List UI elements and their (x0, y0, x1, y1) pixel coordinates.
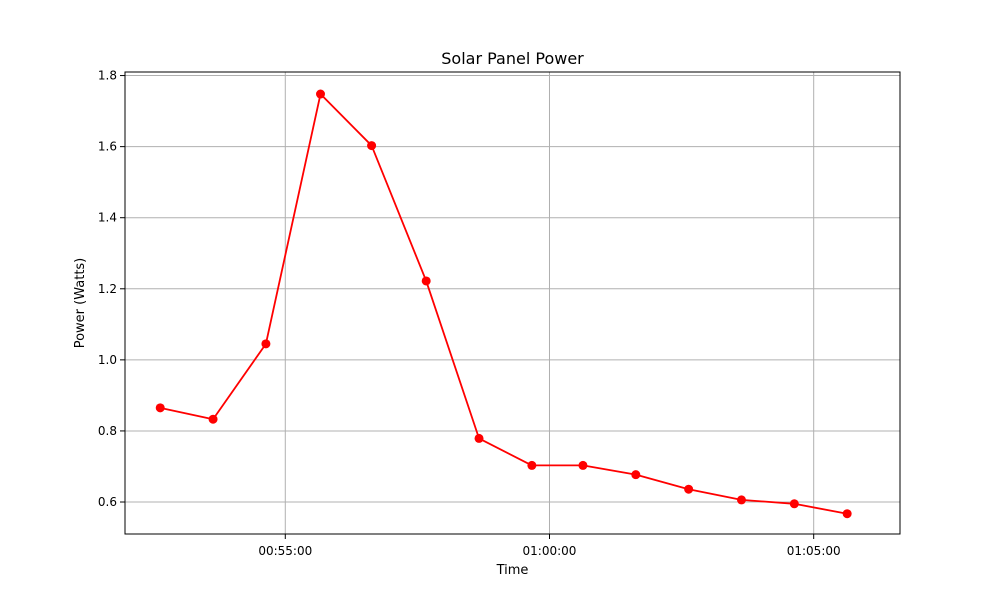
series-line (159, 93, 849, 515)
x-tick-label: 01:05:00 (787, 544, 841, 558)
data-point (842, 509, 852, 519)
data-point (736, 495, 746, 505)
plot-frame (124, 71, 901, 535)
data-point (789, 499, 799, 509)
data-point (155, 403, 165, 413)
data-point (316, 89, 326, 99)
data-point (261, 339, 271, 349)
data-point (631, 470, 641, 480)
data-point (684, 484, 694, 494)
data-point (578, 460, 588, 470)
y-tick-label: 1.4 (98, 211, 117, 225)
x-tick-label: 01:00:00 (523, 544, 577, 558)
chart-title: Solar Panel Power (441, 49, 584, 68)
y-tick-label: 1.2 (98, 282, 117, 296)
x-tick-label: 00:55:00 (258, 544, 312, 558)
data-point (208, 414, 218, 424)
x-axis-label: Time (496, 563, 529, 578)
y-tick-label: 1.0 (98, 353, 117, 367)
data-point (367, 141, 377, 151)
data-point (474, 433, 484, 443)
data-point (421, 276, 431, 286)
y-tick-label: 0.6 (98, 495, 117, 509)
y-tick-label: 1.8 (98, 69, 117, 83)
y-tick-label: 1.6 (98, 140, 117, 154)
y-tick-label: 0.8 (98, 424, 117, 438)
y-axis-label: Power (Watts) (73, 258, 88, 349)
ticks-layer: 0.6 0.8 1.0 1.2 1.4 1.6 1.8 00:55:00 01:00:00 01:… (98, 69, 841, 558)
series-layer (155, 89, 852, 519)
data-point (527, 460, 537, 470)
